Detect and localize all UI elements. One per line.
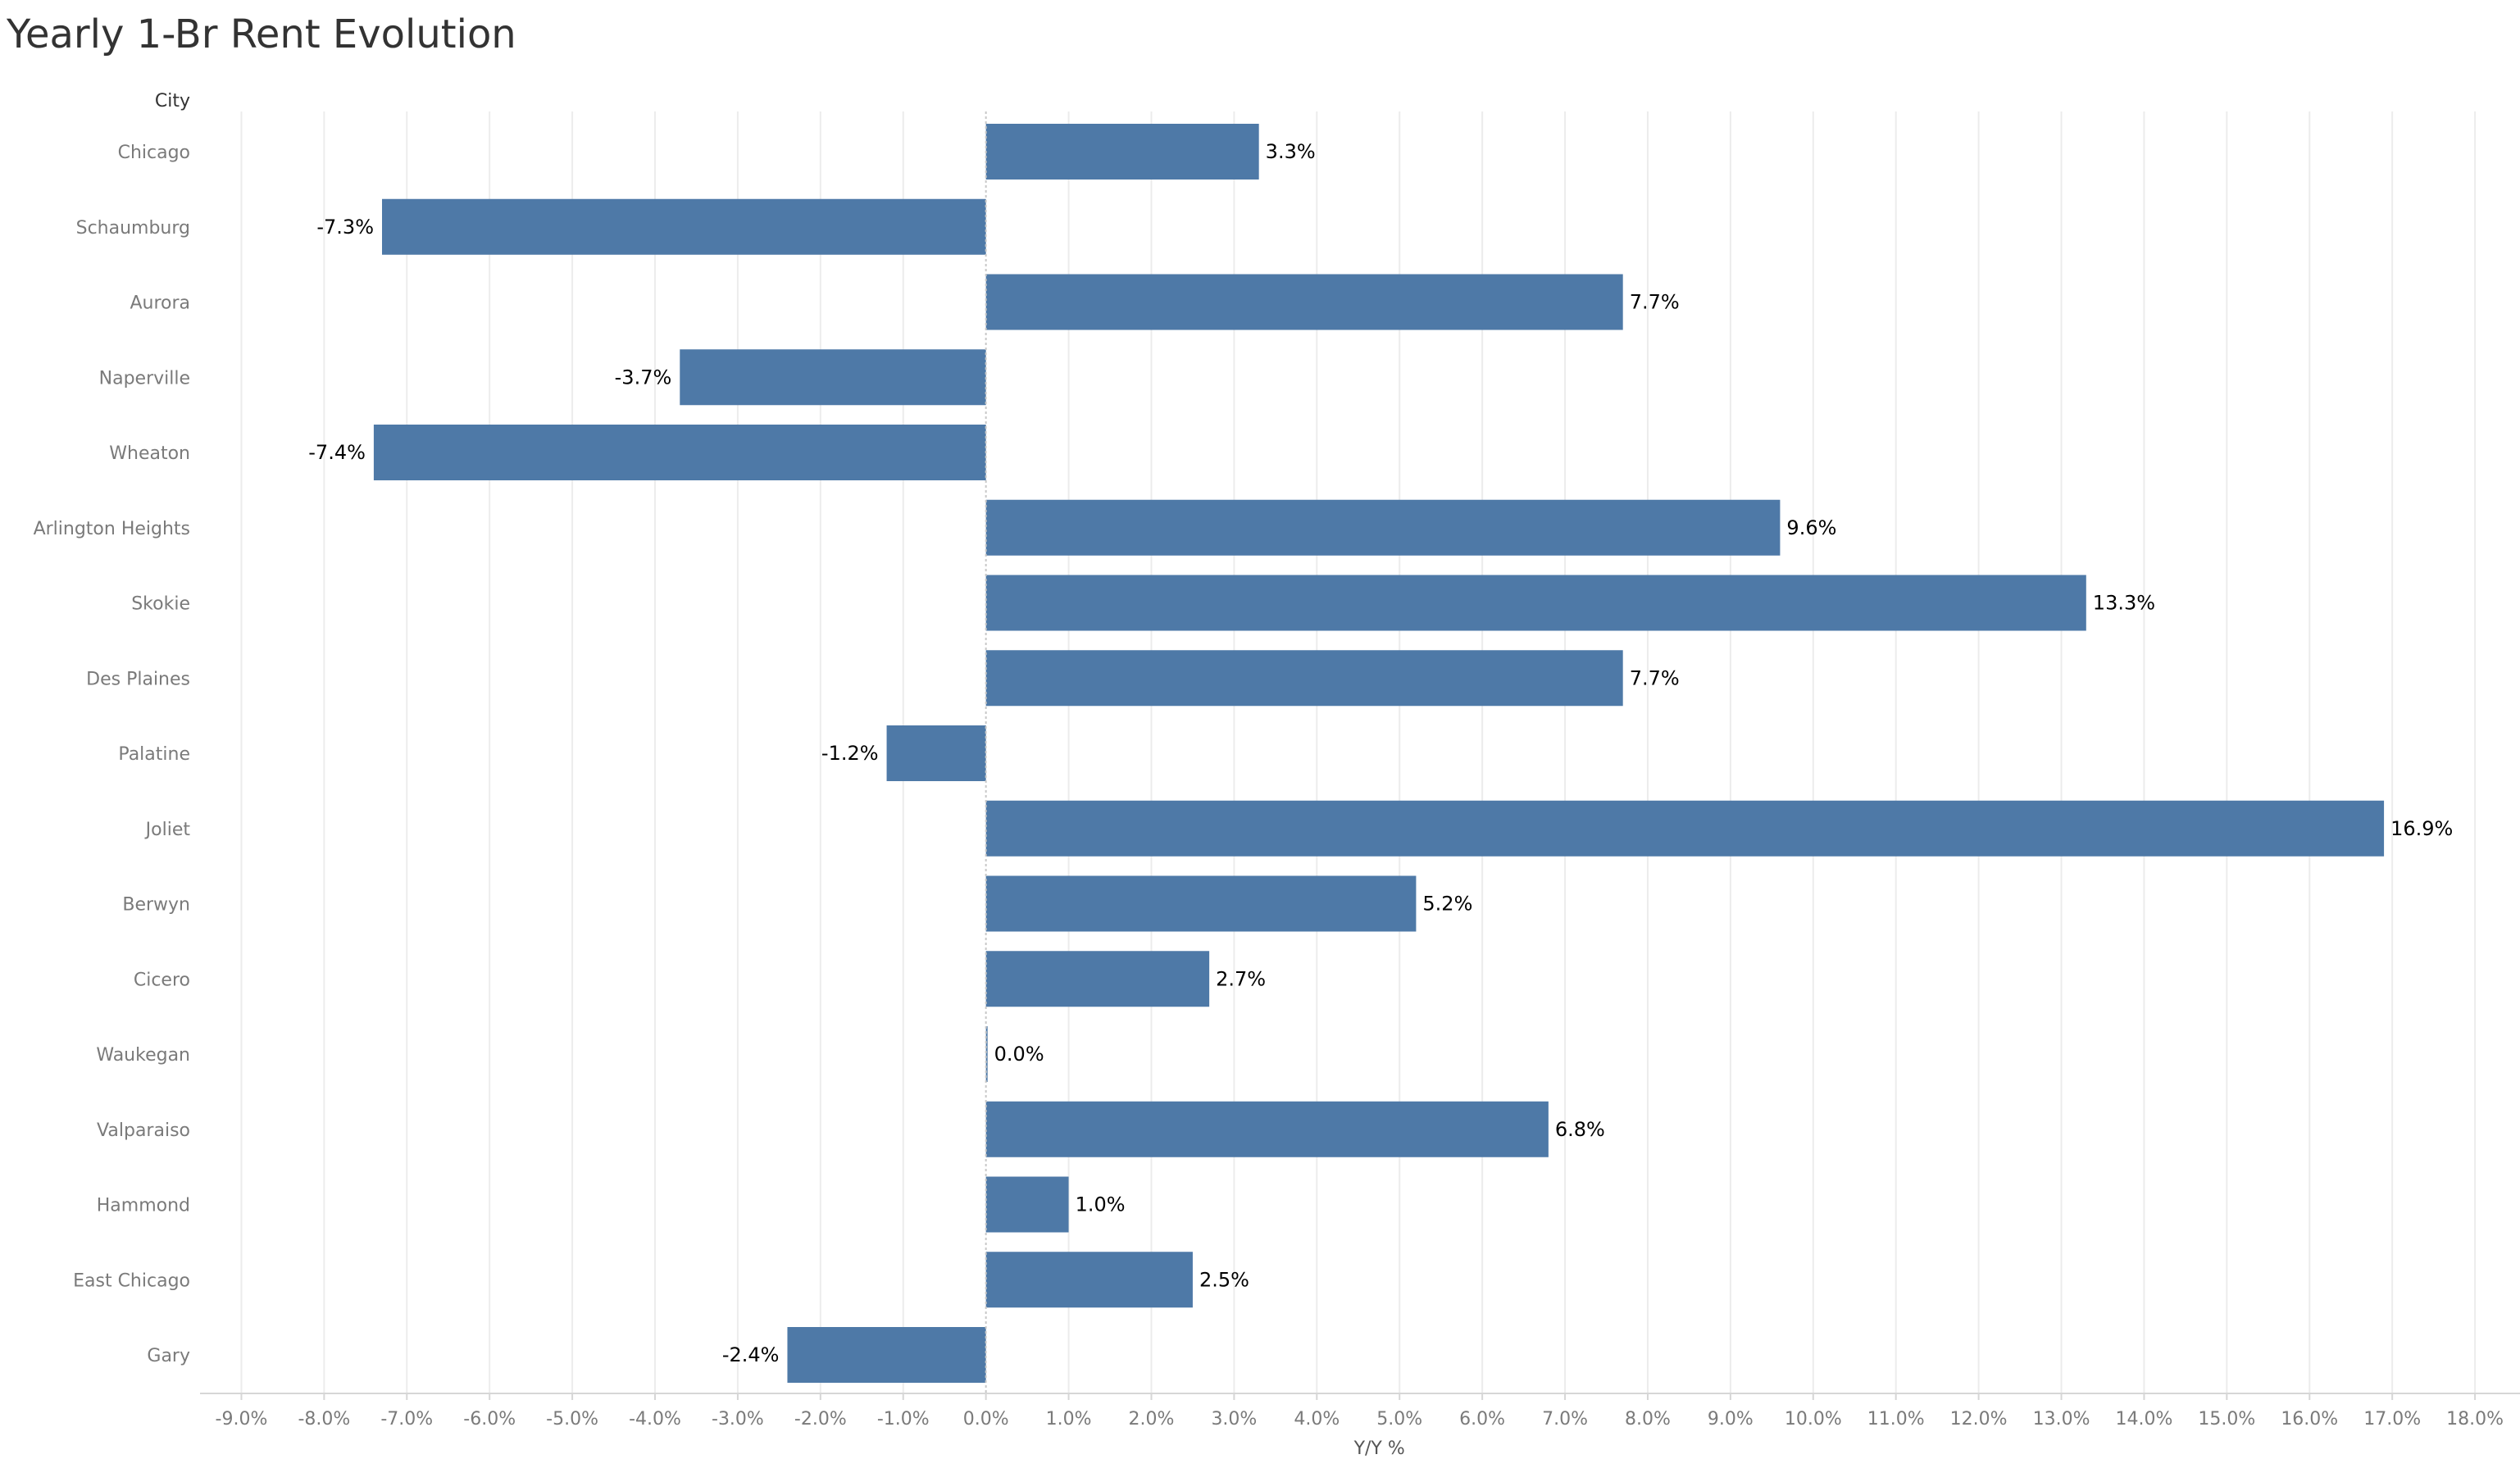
x-tick-label: 0.0% bbox=[963, 1409, 1009, 1429]
bar[interactable] bbox=[985, 1176, 1069, 1233]
city-label: Skokie bbox=[131, 594, 190, 615]
bar[interactable] bbox=[985, 124, 1259, 180]
bar[interactable] bbox=[985, 650, 1623, 707]
x-tick-label: 12.0% bbox=[1950, 1409, 2008, 1429]
bar[interactable] bbox=[680, 349, 986, 406]
city-label: Aurora bbox=[130, 293, 190, 314]
x-tick-label: 1.0% bbox=[1046, 1409, 1092, 1429]
bar-value-label: -2.4% bbox=[722, 1343, 780, 1366]
x-tick-label: 14.0% bbox=[2115, 1409, 2172, 1429]
bar-value-label: -1.2% bbox=[821, 742, 879, 765]
bar-value-label: 9.6% bbox=[1786, 516, 1836, 539]
city-label: Hammond bbox=[97, 1196, 190, 1216]
city-label: Cicero bbox=[134, 970, 190, 990]
x-tick-label: -3.0% bbox=[712, 1409, 764, 1429]
bar-value-label: 2.7% bbox=[1216, 967, 1266, 990]
x-tick-label: 5.0% bbox=[1376, 1409, 1422, 1429]
x-tick-label: 8.0% bbox=[1625, 1409, 1671, 1429]
bar-value-label: -3.7% bbox=[615, 366, 672, 389]
x-tick-label: 7.0% bbox=[1542, 1409, 1588, 1429]
x-tick-label: -1.0% bbox=[877, 1409, 930, 1429]
city-label: Des Plaines bbox=[86, 669, 190, 689]
data-labels: 3.3% -7.3% 7.7% -3.7% -7.4% 9.6% 13.3% 7.7% -1.2… bbox=[308, 140, 2453, 1366]
x-tick-label: -2.0% bbox=[794, 1409, 847, 1429]
city-label: Palatine bbox=[118, 744, 190, 765]
bar[interactable] bbox=[985, 499, 1781, 556]
bar[interactable] bbox=[985, 951, 1210, 1007]
x-axis-title: Y/Y % bbox=[1353, 1439, 1405, 1459]
bar-value-label: 6.8% bbox=[1555, 1118, 1605, 1141]
x-tick-label: 10.0% bbox=[1785, 1409, 1842, 1429]
x-tick-label: 3.0% bbox=[1211, 1409, 1257, 1429]
city-label: Arlington Heights bbox=[34, 519, 190, 539]
bar[interactable] bbox=[886, 725, 986, 781]
x-tick-label: -8.0% bbox=[298, 1409, 350, 1429]
bar-value-label: 13.3% bbox=[2093, 592, 2155, 615]
city-labels: City Chicago Schaumburg Aurora Naperville Whe… bbox=[34, 91, 191, 1366]
bar[interactable] bbox=[985, 1026, 988, 1082]
gridlines bbox=[240, 111, 2477, 1393]
bar-value-label: 16.9% bbox=[2390, 817, 2453, 840]
bar[interactable] bbox=[985, 274, 1623, 330]
bar-value-label: 3.3% bbox=[1266, 140, 1316, 163]
x-tick-label: 17.0% bbox=[2363, 1409, 2421, 1429]
city-label: Wheaton bbox=[109, 443, 190, 464]
x-tick-label: 6.0% bbox=[1459, 1409, 1505, 1429]
bar[interactable] bbox=[382, 198, 986, 255]
chart-title: Yearly 1-Br Rent Evolution bbox=[7, 11, 516, 57]
bar[interactable] bbox=[985, 875, 1417, 932]
city-label: East Chicago bbox=[73, 1270, 190, 1291]
city-label: Schaumburg bbox=[76, 218, 190, 239]
x-tick-label: 16.0% bbox=[2281, 1409, 2338, 1429]
x-axis: -9.0% -8.0% -7.0% -6.0% -5.0% -4.0% -3.0% -2.0%… bbox=[200, 1393, 2520, 1459]
bar[interactable] bbox=[373, 425, 986, 480]
city-label: Valparaiso bbox=[97, 1120, 190, 1141]
x-tick-label: -7.0% bbox=[380, 1409, 433, 1429]
bar[interactable] bbox=[985, 575, 2086, 631]
category-header: City bbox=[155, 91, 190, 111]
x-tick-label: -6.0% bbox=[463, 1409, 516, 1429]
city-label: Chicago bbox=[118, 143, 190, 163]
bar[interactable] bbox=[985, 1252, 1193, 1308]
x-tick-label: 2.0% bbox=[1129, 1409, 1175, 1429]
bar-value-label: 5.2% bbox=[1422, 893, 1472, 916]
x-tick-label: -5.0% bbox=[546, 1409, 598, 1429]
bar[interactable] bbox=[985, 800, 2385, 857]
x-tick-label: 15.0% bbox=[2198, 1409, 2255, 1429]
bar-value-label: 1.0% bbox=[1076, 1193, 1126, 1216]
x-tick-label: 11.0% bbox=[1867, 1409, 1925, 1429]
x-tick-label: 18.0% bbox=[2446, 1409, 2504, 1429]
city-label: Gary bbox=[147, 1346, 190, 1366]
city-label: Joliet bbox=[144, 820, 191, 840]
x-tick-label: -4.0% bbox=[629, 1409, 681, 1429]
city-label: Naperville bbox=[99, 368, 190, 389]
x-tick-label: 9.0% bbox=[1708, 1409, 1754, 1429]
bar-value-label: 0.0% bbox=[994, 1043, 1044, 1066]
bars bbox=[373, 124, 2385, 1383]
bar[interactable] bbox=[787, 1327, 986, 1383]
x-tick-label: 13.0% bbox=[2033, 1409, 2090, 1429]
bar[interactable] bbox=[985, 1101, 1549, 1157]
bar-value-label: 2.5% bbox=[1199, 1268, 1249, 1291]
bar-value-label: -7.4% bbox=[308, 441, 366, 464]
city-label: Berwyn bbox=[122, 895, 190, 916]
bar-value-label: -7.3% bbox=[316, 216, 374, 239]
bar-value-label: 7.7% bbox=[1630, 291, 1680, 314]
x-tick-label: 4.0% bbox=[1294, 1409, 1340, 1429]
city-label: Waukegan bbox=[96, 1045, 190, 1066]
x-tick-label: -9.0% bbox=[216, 1409, 268, 1429]
bar-value-label: 7.7% bbox=[1630, 666, 1680, 689]
